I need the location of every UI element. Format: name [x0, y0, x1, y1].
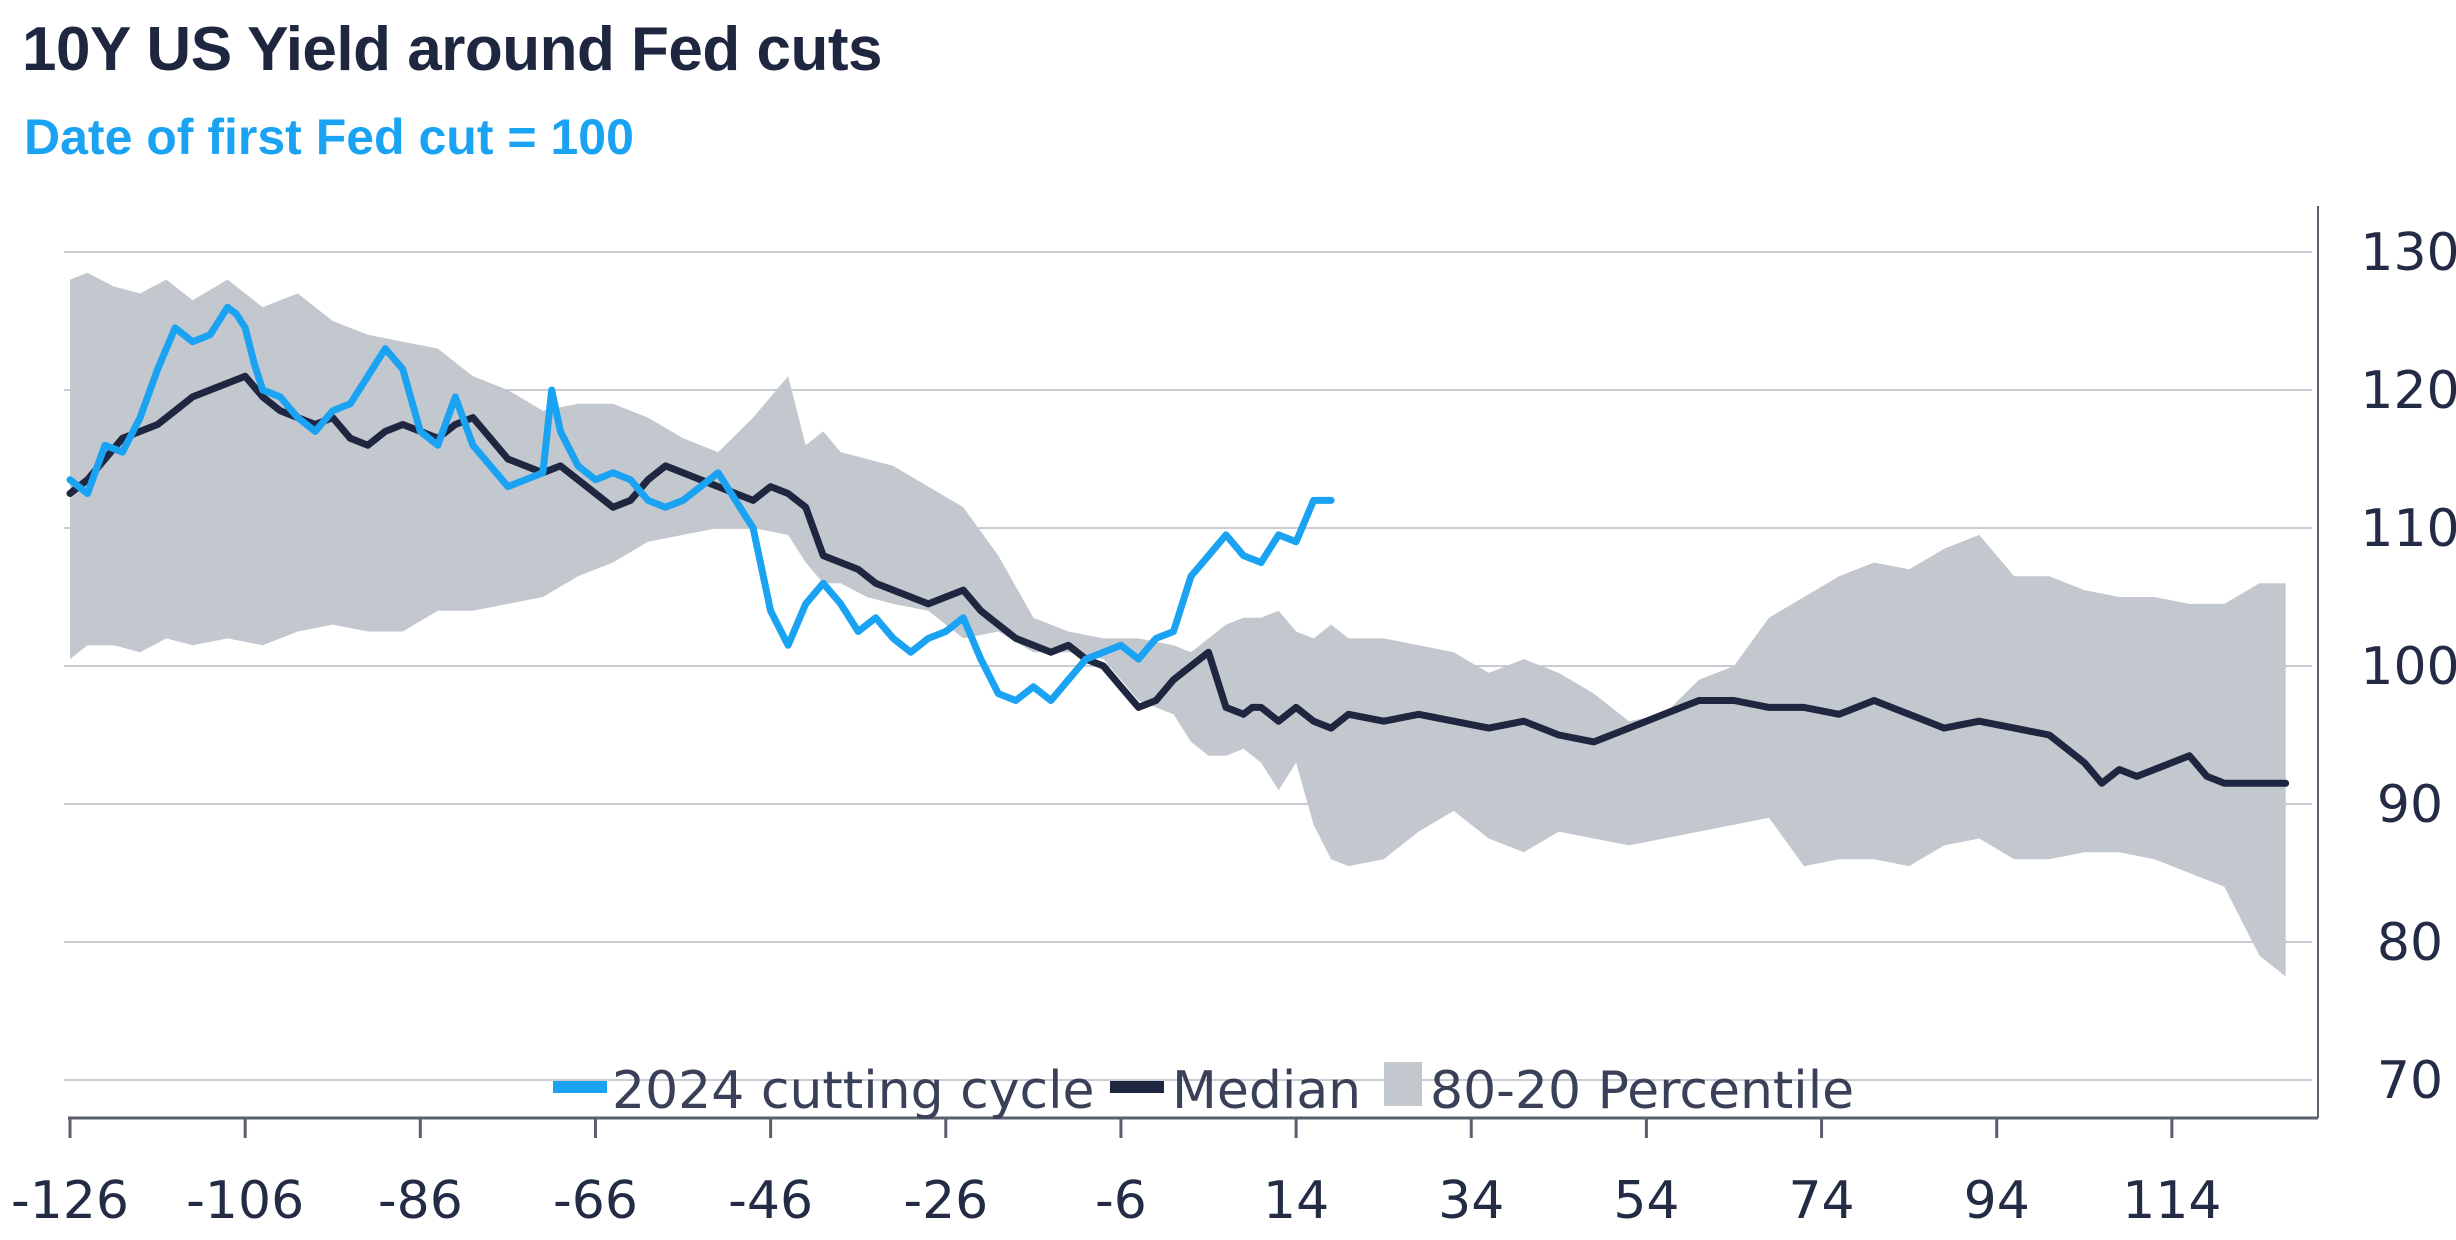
- chart-title: 10Y US Yield around Fed cuts: [22, 15, 883, 84]
- x-tick-label-74: 74: [1788, 1171, 1854, 1231]
- x-tick-label-94: 94: [1964, 1171, 2030, 1231]
- x-tick-label--26: -26: [903, 1171, 988, 1231]
- y-tick-label-120: 120: [2360, 361, 2456, 421]
- series-lines-layer: [66, 303, 2290, 787]
- legend-swatch-80-20-percentile: [1384, 1062, 1422, 1106]
- legend-label-80-20-percentile: 80-20 Percentile: [1430, 1061, 1854, 1121]
- x-tick-label-14: 14: [1263, 1171, 1329, 1231]
- legend-label-median: Median: [1172, 1061, 1361, 1121]
- chart-subtitle: Date of first Fed cut = 100: [24, 109, 634, 165]
- y-tick-label-80: 80: [2377, 913, 2443, 973]
- x-tick-label--66: -66: [553, 1171, 638, 1231]
- legend-swatch-2024-cutting-cycle: [553, 1081, 607, 1093]
- legend-swatch-median: [1110, 1081, 1164, 1093]
- x-tick-label--86: -86: [378, 1171, 463, 1231]
- y-tick-label-70: 70: [2377, 1051, 2443, 1111]
- cutting-cycle-2024-line: [66, 303, 1335, 704]
- x-tick-label-34: 34: [1438, 1171, 1504, 1231]
- median-line: [66, 372, 2290, 787]
- y-tick-label-110: 110: [2360, 499, 2456, 559]
- x-tick-label--106: -106: [186, 1171, 304, 1231]
- legend: 2024 cutting cycle Median 80-20 Percenti…: [553, 1061, 1854, 1121]
- y-tick-label-100: 100: [2360, 637, 2456, 697]
- x-tick-label--46: -46: [728, 1171, 813, 1231]
- x-tick-label-54: 54: [1613, 1171, 1679, 1231]
- legend-label-2024-cutting-cycle: 2024 cutting cycle: [612, 1061, 1095, 1121]
- y-tick-label-130: 130: [2360, 223, 2456, 283]
- x-tick-label--126: -126: [11, 1171, 129, 1231]
- axes: 130 120 110 100 90 80 70 -126 -106 -86 -66 -46 -26 -6…: [11, 206, 2456, 1231]
- x-tick-label--6: -6: [1095, 1171, 1147, 1231]
- percentile-band-layer: [70, 272, 2286, 977]
- percentile-band-80-20: [70, 272, 2286, 977]
- y-tick-label-90: 90: [2377, 775, 2443, 835]
- x-tick-label-114: 114: [2122, 1171, 2221, 1231]
